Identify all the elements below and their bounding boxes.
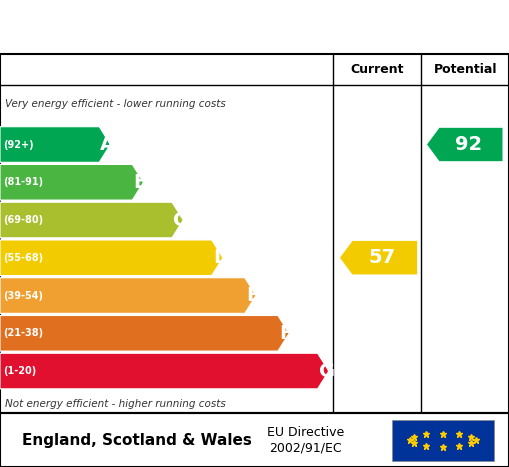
Text: Energy Efficiency Rating: Energy Efficiency Rating bbox=[92, 15, 417, 39]
Text: (92+): (92+) bbox=[4, 140, 34, 149]
Text: (39-54): (39-54) bbox=[4, 290, 44, 301]
Text: Current: Current bbox=[351, 63, 404, 76]
Polygon shape bbox=[0, 240, 223, 276]
Text: Very energy efficient - lower running costs: Very energy efficient - lower running co… bbox=[5, 99, 226, 109]
Polygon shape bbox=[0, 316, 289, 351]
Text: B: B bbox=[133, 173, 148, 192]
Text: Not energy efficient - higher running costs: Not energy efficient - higher running co… bbox=[5, 399, 226, 409]
Text: 57: 57 bbox=[369, 248, 396, 267]
Text: 92: 92 bbox=[455, 135, 482, 154]
Polygon shape bbox=[427, 127, 503, 162]
Text: (21-38): (21-38) bbox=[4, 328, 44, 338]
Text: England, Scotland & Wales: England, Scotland & Wales bbox=[22, 432, 252, 448]
Text: (1-20): (1-20) bbox=[4, 366, 37, 376]
Polygon shape bbox=[0, 202, 183, 238]
Polygon shape bbox=[0, 127, 110, 163]
Text: EU Directive
2002/91/EC: EU Directive 2002/91/EC bbox=[267, 426, 344, 454]
Polygon shape bbox=[0, 278, 256, 313]
Text: C: C bbox=[173, 211, 187, 229]
Text: D: D bbox=[213, 248, 229, 267]
Text: (81-91): (81-91) bbox=[4, 177, 44, 187]
Text: F: F bbox=[279, 324, 292, 343]
Text: E: E bbox=[246, 286, 259, 305]
Polygon shape bbox=[0, 164, 144, 200]
Text: Potential: Potential bbox=[434, 63, 497, 76]
Text: (55-68): (55-68) bbox=[4, 253, 44, 263]
Polygon shape bbox=[340, 241, 417, 275]
Polygon shape bbox=[0, 353, 329, 389]
Text: (69-80): (69-80) bbox=[4, 215, 44, 225]
Text: A: A bbox=[100, 135, 116, 154]
Text: G: G bbox=[319, 361, 335, 381]
FancyBboxPatch shape bbox=[392, 420, 494, 460]
